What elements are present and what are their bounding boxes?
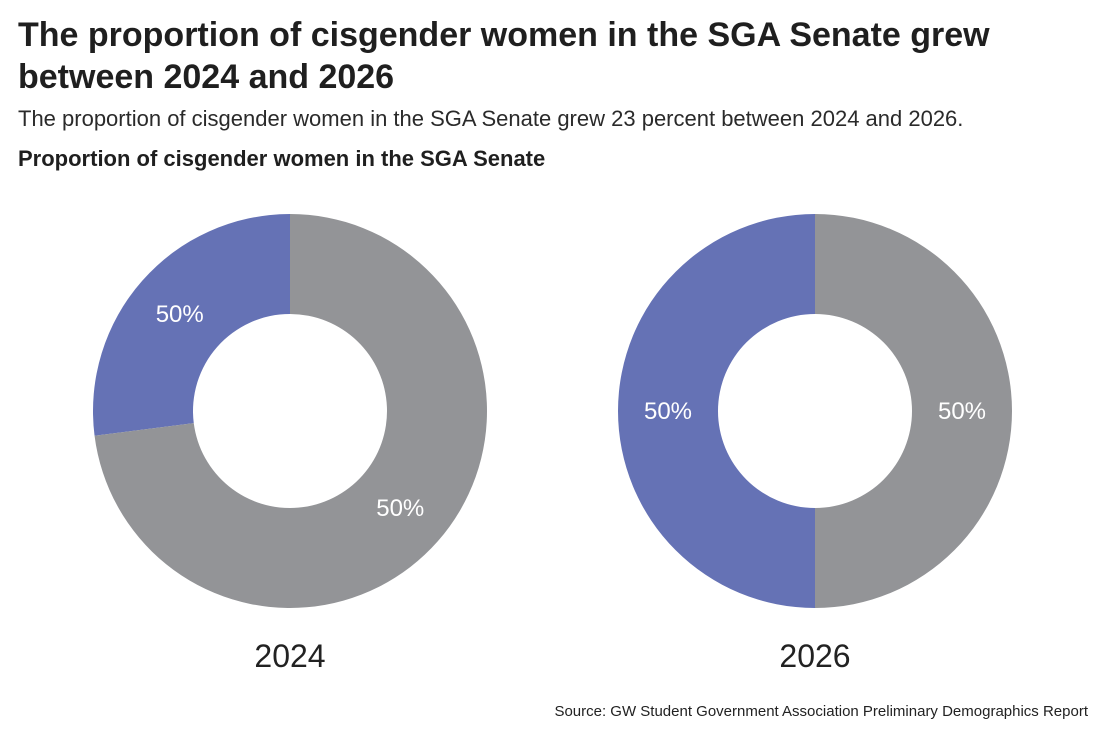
slice-data-label: 50% xyxy=(938,398,986,425)
chart-year-label: 2026 xyxy=(779,638,850,674)
donut-slice-cisgender-women xyxy=(93,214,291,436)
chart-title: The proportion of cisgender women in the… xyxy=(18,16,990,96)
chart-subtitle: The proportion of cisgender women in the… xyxy=(18,106,964,131)
donut-chart-2024: 50% 50% 2024 xyxy=(93,214,488,674)
donut-chart-2026: 50% 50% 2026 xyxy=(618,214,1012,674)
donut-slice-other xyxy=(94,214,488,608)
chart-heading: Proportion of cisgender women in the SGA… xyxy=(18,146,546,171)
donut-slice-cisgender-women xyxy=(618,214,815,608)
slice-data-label: 50% xyxy=(644,398,692,425)
chart-year-label: 2024 xyxy=(254,638,325,674)
donut-slice-other xyxy=(815,214,1012,608)
slice-data-label: 50% xyxy=(376,495,424,522)
slice-data-label: 50% xyxy=(156,301,204,328)
source-note: Source: GW Student Government Associatio… xyxy=(554,703,1088,720)
